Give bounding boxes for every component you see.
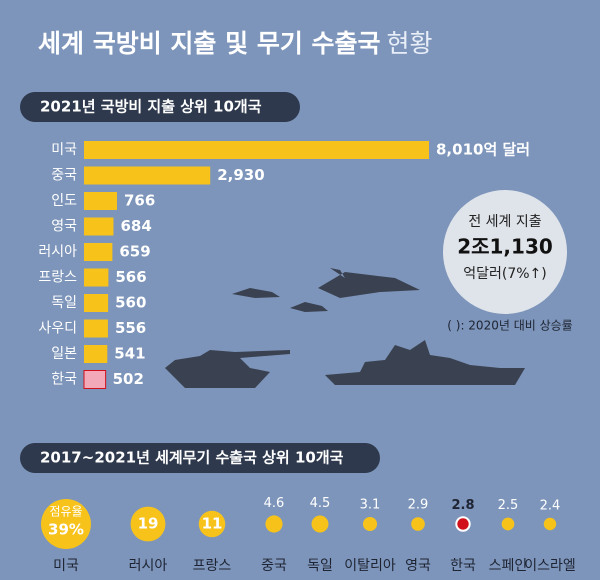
- category-label: 중국: [51, 168, 77, 184]
- category-label: 인도: [51, 193, 77, 209]
- value-label: 11: [202, 515, 223, 533]
- value-label: 684: [120, 217, 151, 235]
- value-label: 659: [119, 243, 150, 261]
- category-label: 러시아: [38, 244, 77, 260]
- ship: [325, 340, 525, 385]
- silhouettes: [165, 268, 525, 388]
- jet: [290, 302, 328, 312]
- bubble: [455, 516, 471, 532]
- value-label: 3.1: [360, 497, 381, 512]
- value-label: 560: [115, 294, 146, 312]
- category-label: 미국: [51, 142, 77, 158]
- value-label: 2.9: [408, 498, 429, 513]
- section-title: 2017~2021년 세계무기 수출국 상위 10개국: [40, 449, 344, 467]
- category-label: 이탈리아: [344, 558, 396, 574]
- bar: [84, 319, 108, 338]
- category-label: 영국: [51, 219, 77, 235]
- bar: [84, 217, 114, 236]
- jet: [318, 268, 420, 298]
- value-label: 4.5: [310, 496, 331, 511]
- value-label: 541: [114, 345, 145, 363]
- category-label: 중국: [261, 558, 287, 574]
- section-pill: [20, 92, 300, 122]
- bar: [84, 166, 211, 185]
- value-label: 39%: [48, 521, 84, 539]
- category-label: 미국: [53, 558, 79, 574]
- title-main: 세계 국방비 지출 및 무기 수출국: [38, 29, 381, 58]
- category-label: 스페인: [489, 558, 528, 574]
- value-label: 8,010억 달러: [436, 141, 530, 159]
- value-label: 2.5: [498, 498, 519, 513]
- category-label: 일본: [51, 346, 77, 362]
- category-label: 영국: [405, 558, 431, 574]
- bar: [84, 294, 109, 312]
- bar: [84, 268, 109, 287]
- bubble: [265, 515, 283, 533]
- category-label: 한국: [51, 372, 77, 388]
- share-label: 점유율: [49, 505, 82, 519]
- bar: [84, 192, 117, 210]
- note: ( ): 2020년 대비 상승률: [447, 319, 572, 333]
- bar: [84, 141, 429, 159]
- value-label: 4.6: [264, 496, 285, 511]
- value-label: 2.8: [451, 498, 474, 513]
- value-label: 2,930: [217, 166, 264, 184]
- total-circle: [443, 190, 567, 314]
- jet: [232, 288, 280, 298]
- bubble: [311, 515, 329, 533]
- bar: [84, 345, 108, 363]
- total-unit: 억달러(7%↑): [463, 266, 547, 282]
- bubble: [501, 517, 515, 531]
- value-label: 2.4: [540, 498, 561, 513]
- bubble: [543, 517, 557, 531]
- value-label: 502: [113, 370, 144, 388]
- value-label: 19: [138, 515, 159, 533]
- bubble: [130, 506, 166, 542]
- total-label: 전 세계 지출: [468, 214, 541, 230]
- bubble: [198, 510, 226, 538]
- category-label: 프랑스: [38, 270, 77, 286]
- total-value: 2조1,130: [457, 235, 553, 259]
- main-title: 세계 국방비 지출 및 무기 수출국 현황: [38, 29, 433, 58]
- section-title: 2021년 국방비 지출 상위 10개국: [40, 98, 262, 116]
- category-label: 러시아: [129, 558, 168, 574]
- value-label: 766: [124, 192, 155, 210]
- category-label: 독일: [51, 295, 77, 311]
- bar: [83, 370, 107, 389]
- category-label: 독일: [307, 558, 333, 574]
- category-label: 이스라엘: [524, 558, 576, 574]
- tank: [165, 350, 290, 388]
- title-suffix: 현황: [387, 29, 433, 58]
- bubble: [362, 516, 378, 532]
- bubble: [41, 499, 91, 549]
- category-label: 사우디: [38, 321, 77, 337]
- bar: [84, 243, 113, 261]
- category-label: 프랑스: [193, 558, 232, 574]
- section-pill: [20, 443, 380, 473]
- category-label: 한국: [450, 558, 476, 574]
- value-label: 556: [115, 319, 146, 337]
- bubble: [411, 517, 425, 531]
- value-label: 566: [115, 268, 146, 286]
